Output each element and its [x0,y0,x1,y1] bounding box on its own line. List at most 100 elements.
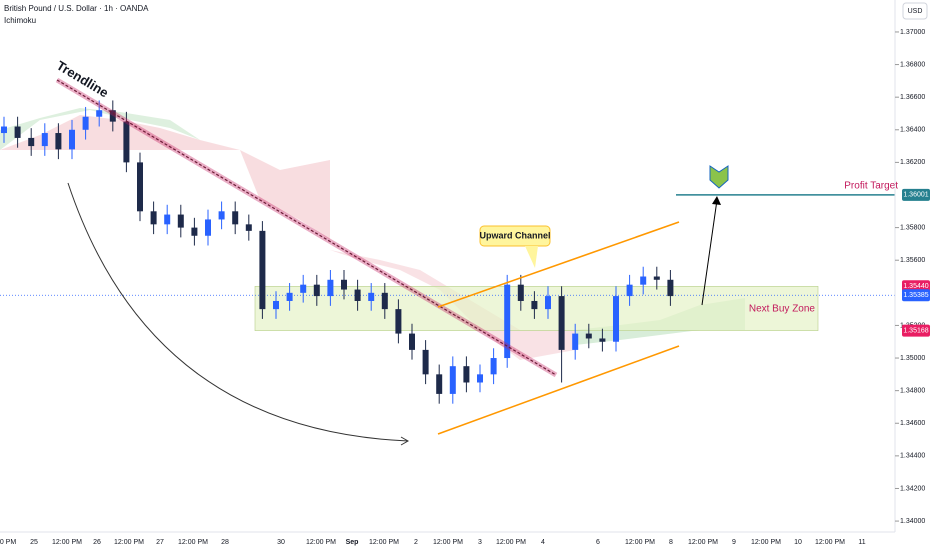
x-tick-label: 12:00 PM [433,539,463,546]
cloud [0,115,330,240]
currency[interactable]: USD [908,8,923,15]
x-tick-label: 12:00 PM [114,539,144,546]
y-tick-label: 1.34000 [900,518,925,525]
candle-body [177,214,184,228]
x-tick-label: 12:00 PM [815,539,845,546]
trendline [56,79,557,376]
x-tick-label: Sep [346,539,359,546]
cloud [0,108,200,150]
candle-body [96,110,103,117]
candle-body [585,333,592,339]
symbol-title: British Pound / U.S. Dollar · 1h · OANDA [4,4,149,13]
x-tick-label: 6 [596,539,600,546]
candle-body [218,211,225,220]
callout-text: Upward Channel [479,230,550,240]
candle-body [667,279,674,297]
candle-body [545,296,551,310]
candle-body [109,110,116,122]
y-tick-label: 1.35800 [900,224,925,231]
y-tick-label: 1.34400 [900,453,925,460]
candle-body [531,300,538,310]
candle-body [517,284,524,301]
channel-line [437,221,680,308]
candle-body [286,292,293,301]
candle-body [463,366,470,383]
y-tick-label: 1.36800 [900,61,925,68]
x-tick-label: 2 [414,539,418,546]
candle-body [477,374,483,383]
arrow-head [712,196,721,205]
y-tick-label: 1.37000 [900,29,925,36]
candle-body [490,358,497,375]
x-tick-label: 12:00 PM [688,539,718,546]
callout-tail [525,246,538,268]
icon [709,165,729,189]
candle-body [232,211,239,225]
y-tick-label: 1.35600 [900,257,925,264]
candle-body [300,284,307,293]
target-arrow [701,199,718,306]
x-tick-label: 12:00 PM [369,539,399,546]
candle-body [626,284,633,297]
x-tick-label: 26 [93,539,101,546]
candle-body [653,276,660,280]
candle-body [273,300,279,310]
candle-body [558,296,565,350]
x-tick-label: 10 [794,539,802,546]
candle-body [28,137,35,147]
price-badge-label: 1.35168 [903,327,928,334]
x-tick-label: 0 PM [0,539,16,546]
candle-body [164,214,171,225]
candle-body [327,279,334,297]
candle-body [409,333,415,350]
x-tick-label: 30 [277,539,285,546]
y-tick-label: 1.34600 [900,420,925,427]
x-tick-label: 12:00 PM [496,539,526,546]
candle-body [422,349,429,375]
price-badge [902,324,930,337]
zone-label: Next Buy Zone [749,304,816,315]
x-tick-label: 9 [732,539,736,546]
candle-body [436,374,443,394]
candle-body [354,289,361,301]
x-tick-label: 12:00 PM [625,539,655,546]
x-tick-label: 8 [669,539,673,546]
candle-body [205,219,211,236]
candle-body [395,309,402,334]
arrow-head [400,436,410,446]
price-badge-label: 1.35440 [903,283,928,290]
candle-body [14,126,21,138]
candle-body [640,276,647,285]
channel-line [437,345,680,435]
x-tick-label: 27 [156,539,164,546]
candle-body [55,133,62,150]
price-badge-label: 1.35385 [903,292,928,299]
x-tick-label: 12:00 PM [52,539,82,546]
x-tick-label: 4 [541,539,545,546]
curved-arrow [67,182,409,442]
candle-body [449,366,456,394]
candle-body [245,224,252,231]
candle-body [82,116,89,130]
candle-body [599,338,606,342]
y-tick-label: 1.36400 [900,127,925,134]
cloud [330,250,575,360]
candle-body [613,296,619,342]
indicator: Ichimoku [4,16,36,25]
x-tick-label: 12:00 PM [751,539,781,546]
target-label: Profit Target [844,181,898,192]
price-badge-label: 1.36001 [903,192,928,199]
currency-button[interactable] [902,2,928,20]
y-tick-label: 1.36600 [900,94,925,101]
candle-body [137,162,143,212]
candle-body [572,333,579,350]
candle-body [259,230,266,310]
candle-body [313,284,320,297]
x-tick-label: 25 [30,539,38,546]
candle-body [504,284,511,359]
x-tick-label: 11 [858,539,865,546]
x-tick-label: 28 [221,539,229,546]
y-tick-label: 1.34800 [900,387,925,394]
